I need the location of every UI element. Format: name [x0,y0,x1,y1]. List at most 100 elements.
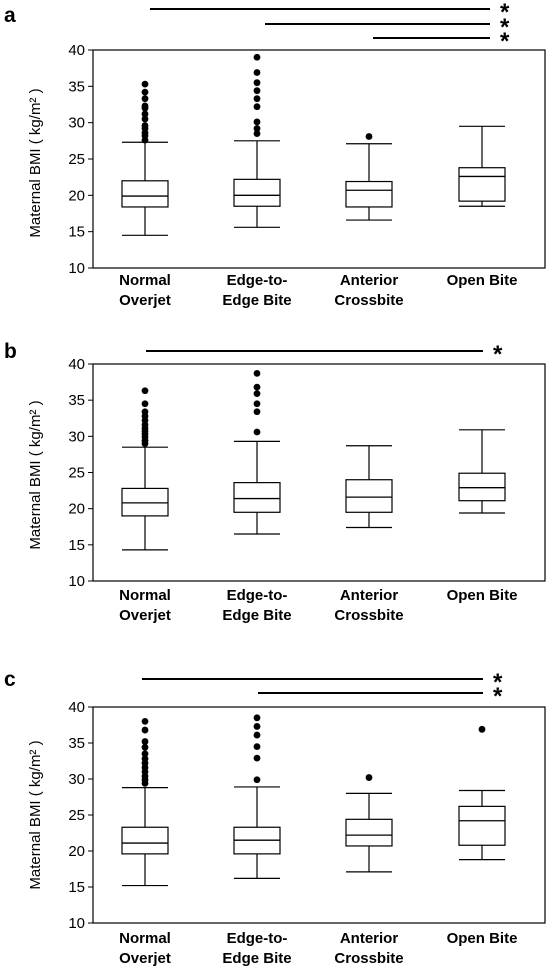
significance-star: * [493,669,503,696]
y-tick-label: 25 [68,465,85,482]
category-label: Open Bite [447,587,518,604]
significance-star: * [493,683,503,710]
outlier-point [141,755,149,763]
outlier-point [253,53,261,61]
outlier-point [253,118,261,126]
outlier-point [141,95,149,103]
interquartile-box [121,826,169,855]
outlier-point [253,87,261,95]
category-label: Edge-to- [227,930,288,947]
box-3 [458,125,506,207]
outlier-point [253,754,261,762]
outlier-point [253,390,261,398]
outlier-point [141,387,149,395]
category-label: Edge Bite [222,292,291,309]
box-0 [121,80,169,236]
outlier-point [141,88,149,96]
y-tick-label: 25 [68,807,85,824]
category-label: Edge Bite [222,950,291,967]
y-tick-label: 35 [68,78,85,95]
outlier-point [141,718,149,725]
panel-label: b [4,340,17,363]
box-0 [121,387,169,551]
panel-a: a 10 15 20 25 30 35 40 Maternal BMI ( kg/m² ) Nor… [4,0,546,309]
box-3 [458,429,506,514]
interquartile-box [458,805,506,846]
outlier-point [141,122,149,129]
interquartile-box [345,180,393,208]
outlier-point [253,743,261,750]
significance-star: * [500,28,510,55]
y-tick-label: 40 [68,356,85,373]
category-label: Open Bite [447,272,518,289]
interquartile-box [233,178,281,207]
outlier-point [253,776,261,784]
outlier-point [253,125,261,132]
box-1 [233,370,281,535]
panel-label: c [4,668,16,691]
category-label: Crossbite [334,950,403,967]
interquartile-box [458,472,506,502]
y-tick-label: 30 [68,115,85,132]
outlier-point [253,723,261,730]
category-label: Normal [119,930,171,947]
outlier-point [141,726,149,734]
outlier-point [253,383,261,391]
category-label: Edge-to- [227,272,288,289]
panel-label: a [4,4,16,27]
category-label: Anterior [340,930,399,947]
category-label: Open Bite [447,930,518,947]
outlier-point [365,774,373,781]
outlier-point [141,750,149,758]
category-label: Normal [119,272,171,289]
y-tick-label: 25 [68,151,85,168]
outlier-point [141,80,149,88]
category-label: Anterior [340,272,399,289]
significance-star: * [500,14,510,41]
box-2 [345,445,393,529]
box-1 [233,53,281,228]
plot-frame [92,363,546,582]
outlier-point [253,103,261,111]
y-tick-label: 10 [68,260,85,277]
y-tick-label: 10 [68,573,85,590]
outlier-point [141,400,149,408]
interquartile-box [121,487,169,517]
outlier-point [253,714,261,722]
panel-b: b 10 15 20 25 30 35 40 Maternal BMI ( kg/m² ) Nor… [4,340,546,624]
y-tick-label: 10 [68,915,85,932]
box-2 [345,774,393,873]
interquartile-box [345,479,393,513]
outlier-point [253,428,261,436]
category-label: Overjet [119,950,171,967]
y-tick-label: 15 [68,537,85,554]
box-3 [458,725,506,861]
outlier-point [253,731,261,739]
y-tick-label: 40 [68,699,85,716]
category-label: Overjet [119,292,171,309]
y-tick-label: 20 [68,187,85,204]
interquartile-box [121,180,169,208]
interquartile-box [345,818,393,847]
outlier-point [253,400,261,408]
y-tick-label: 35 [68,392,85,409]
y-tick-label: 20 [68,501,85,518]
box-2 [345,133,393,221]
outlier-point [253,69,261,76]
outlier-point [141,738,149,745]
y-tick-label: 40 [68,42,85,59]
y-tick-label: 30 [68,771,85,788]
significance-star: * [493,341,503,368]
box-0 [121,718,169,887]
category-label: Edge-to- [227,587,288,604]
significance-star: * [500,0,510,26]
outlier-point [478,725,486,733]
y-axis-label: Maternal BMI ( kg/m² ) [27,88,44,237]
outlier-point [253,95,261,103]
category-label: Edge Bite [222,607,291,624]
interquartile-box [458,167,506,202]
y-tick-label: 35 [68,735,85,752]
outlier-point [141,110,149,118]
box-1 [233,714,281,879]
